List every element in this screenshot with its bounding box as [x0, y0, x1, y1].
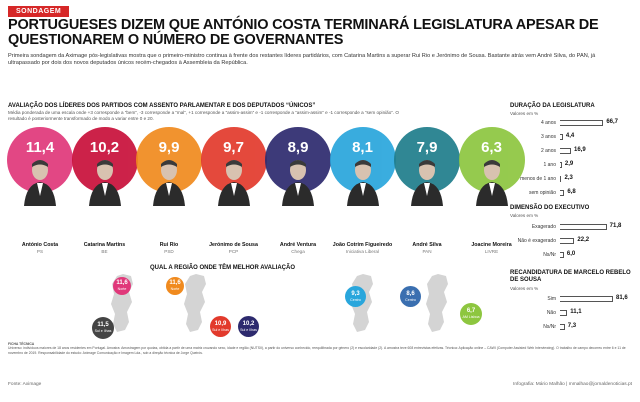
- bar-fill: [560, 120, 604, 126]
- leader-name: Catarina Martins: [83, 242, 126, 248]
- bar-value: 4,4: [565, 133, 575, 139]
- leader-portrait: [87, 156, 123, 206]
- bar-fill: [560, 310, 568, 316]
- leader-portrait: [409, 156, 445, 206]
- bar-label: 1 ano: [543, 162, 556, 168]
- region-bubble: 11,6 Norte: [113, 277, 131, 295]
- bar-label: menos de 1 ano: [520, 176, 556, 182]
- bar-label: Ns/Nr: [543, 252, 556, 258]
- leader-party: PCP: [228, 249, 239, 254]
- leader-name: Rui Rio: [159, 242, 179, 248]
- duracao-title: DURAÇÃO DA LEGISLATURA: [510, 103, 595, 109]
- leader-portrait: [22, 156, 58, 206]
- bar-label: Exagerado: [531, 224, 556, 230]
- leader-name: Jerónimo de Sousa: [209, 242, 258, 248]
- leader-party: PS: [36, 249, 44, 254]
- bar-label: Não: [546, 310, 556, 316]
- leader-name: António Costa: [21, 242, 59, 248]
- section-tag: SONDAGEM: [8, 6, 70, 17]
- bar-value: 71,8: [609, 223, 622, 229]
- bar-value: 22,2: [577, 237, 590, 243]
- bar-value: 2,9: [564, 161, 574, 167]
- bar-fill: [560, 296, 614, 302]
- duracao-subtitle: Valores em %: [510, 111, 539, 116]
- leader-party: PSD: [164, 249, 174, 254]
- portugal-map: [178, 272, 214, 341]
- region-bubble: 8,6 Centro: [400, 286, 421, 307]
- leader-party: Iniciativa Liberal: [346, 249, 379, 254]
- leader-portrait: [151, 156, 187, 206]
- leader-party: BE: [101, 249, 108, 254]
- leader-portrait: [345, 156, 381, 206]
- tech-text: Universo: indivíduos maiores de 18 anos …: [8, 346, 626, 355]
- bar-fill: [560, 176, 562, 182]
- portugal-map: [420, 272, 456, 341]
- leader-party: Chega: [291, 249, 305, 254]
- page-title: PORTUGUESES DIZEM QUE ANTÓNIO COSTA TERM…: [8, 17, 599, 48]
- leader-name: João Cotrim Figueiredo: [332, 242, 393, 248]
- bar-fill: [560, 324, 565, 330]
- bar-label: 3 anos: [540, 134, 556, 140]
- source-note: Fonte: Aximage: [8, 382, 42, 387]
- leader-portrait: [280, 156, 316, 206]
- recandidatura-subtitle: Valores em %: [510, 286, 539, 291]
- tech-sheet: FICHA TÉCNICA Universo: indivíduos maior…: [8, 342, 633, 355]
- region-bubble: 6,7 AM Lisboa: [460, 303, 482, 325]
- bar-label: sem opinião: [529, 190, 556, 196]
- region-bubble: 11,5 Sul e Ilhas: [92, 317, 114, 339]
- intro-text: Primeira sondagem da Aximage pós-legisla…: [8, 53, 596, 66]
- region-bubble: 9,3 Centro: [345, 286, 366, 307]
- bar-value: 7,3: [567, 323, 577, 329]
- regions-title: QUAL A REGIÃO ONDE TÊM MELHOR AVALIAÇÃO: [150, 265, 295, 271]
- leader-portrait: [216, 156, 252, 206]
- bar-fill: [560, 190, 565, 196]
- leaders-subtitle: Média ponderada de uma escala onde +3 co…: [8, 110, 399, 121]
- leader-portrait: [474, 156, 510, 206]
- bar-value: 11,1: [570, 309, 582, 315]
- region-bubble: 10,9 Sul e Ilhas: [210, 316, 231, 337]
- bar-value: 2,3: [564, 175, 573, 181]
- leader-party: PAN: [422, 249, 432, 254]
- bar-value: 6,0: [566, 251, 576, 257]
- leader-name: André Ventura: [279, 242, 317, 248]
- leader-name: André Silva: [412, 242, 442, 248]
- bar-label: 2 anos: [540, 148, 556, 154]
- bar-value: 16,9: [573, 147, 586, 153]
- bar-fill: [560, 238, 575, 244]
- leaders-title: AVALIAÇÃO DOS LÍDERES DOS PARTIDOS COM A…: [8, 103, 316, 109]
- region-bubble: 11,6 Norte: [166, 277, 184, 295]
- bar-fill: [560, 224, 607, 230]
- bar-label: Não é exagerado: [517, 238, 556, 244]
- bar-fill: [560, 148, 571, 154]
- portugal-map: [345, 272, 381, 341]
- credit-note: Infografia: Mário Malhão | mmalhao@jorna…: [513, 382, 632, 387]
- recandidatura-title: RECANDIDATURA DE MARCELO REBELO DE SOUSA: [510, 270, 631, 283]
- dimensao-subtitle: Valores em %: [510, 213, 539, 218]
- leader-name: Joacine Moreira: [471, 242, 512, 248]
- bar-value: 81,6: [616, 295, 628, 301]
- bar-value: 66,7: [606, 119, 619, 125]
- bar-fill: [560, 252, 564, 258]
- bar-label: 4 anos: [540, 120, 556, 126]
- bar-fill: [560, 162, 562, 168]
- bar-fill: [560, 134, 563, 140]
- tech-title: FICHA TÉCNICA: [8, 342, 35, 346]
- bar-value: 6,8: [567, 189, 576, 195]
- leader-party: LIVRE: [484, 249, 499, 254]
- dimensao-title: DIMENSÃO DO EXECUTIVO: [510, 205, 590, 211]
- region-bubble: 10,2 Sul e Ilhas: [238, 316, 259, 337]
- bar-label: Ns/Nr: [543, 324, 556, 330]
- bar-label: Sim: [547, 296, 556, 302]
